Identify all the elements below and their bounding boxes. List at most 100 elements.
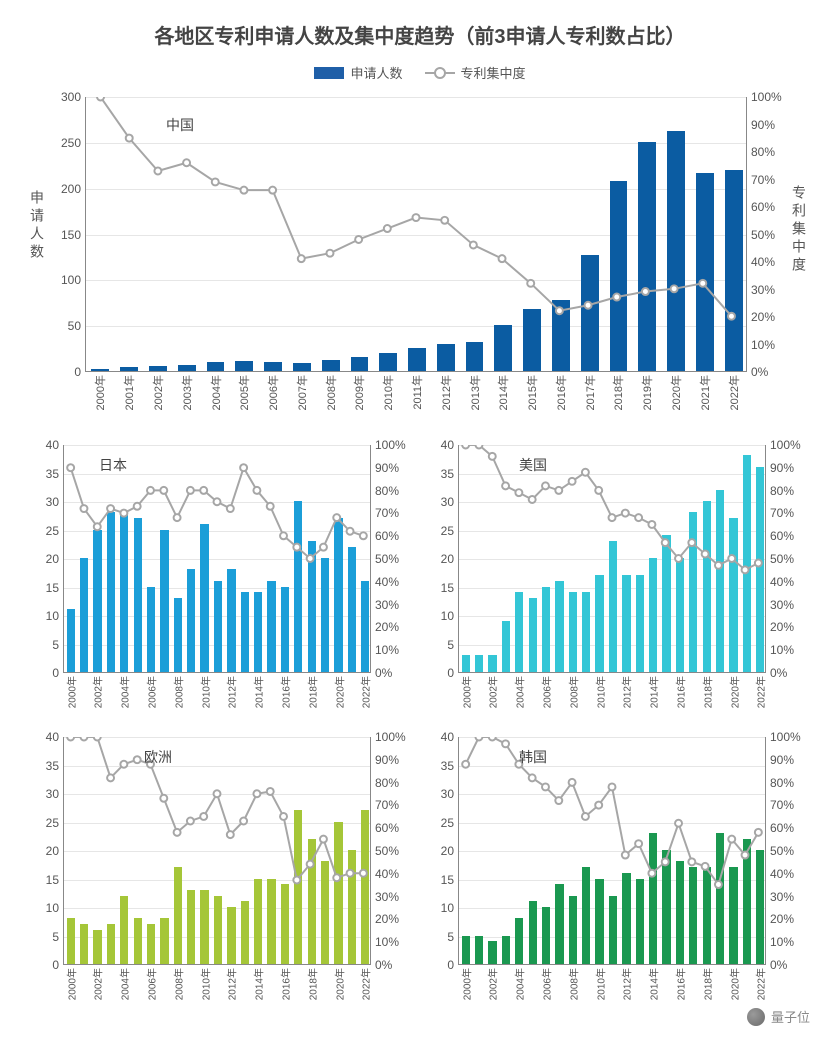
bar (178, 365, 196, 371)
bar (322, 360, 340, 371)
xtick: 2020年 (331, 968, 346, 1000)
bar (351, 357, 369, 371)
bar (227, 569, 235, 672)
small-charts-grid: 05101520253035400%10%20%30%40%50%60%70%8… (25, 437, 815, 1021)
xtick: 2010年 (592, 968, 607, 1000)
xtick: 2006年 (144, 676, 159, 708)
legend-bar-swatch (314, 67, 344, 79)
bar (523, 309, 541, 371)
ytick-left: 40 (46, 730, 59, 744)
ytick-left: 40 (441, 730, 454, 744)
ytick-right: 50% (375, 552, 399, 566)
xtick: 2022年 (358, 676, 373, 708)
bar (725, 170, 743, 371)
xtick: 2012年 (619, 968, 634, 1000)
plot-area: 05101520253035400%10%20%30%40%50%60%70%8… (63, 445, 371, 673)
bar (361, 810, 369, 964)
ytick-left: 35 (46, 759, 59, 773)
bar (756, 850, 764, 964)
ytick-right: 80% (375, 484, 399, 498)
legend-line-swatch (425, 67, 455, 79)
bar (187, 569, 195, 672)
ytick-right: 20% (375, 620, 399, 634)
ytick-right: 70% (770, 798, 794, 812)
bar (462, 655, 470, 672)
ytick-right: 0% (375, 958, 392, 972)
charts-container: 0501001502002503000%10%20%30%40%50%60%70… (25, 92, 815, 1021)
ytick-right: 90% (770, 753, 794, 767)
ytick-right: 80% (770, 484, 794, 498)
ytick-right: 90% (770, 461, 794, 475)
bar (334, 518, 342, 672)
bar (595, 575, 603, 672)
bar (174, 867, 182, 964)
bar (408, 348, 426, 371)
bar (689, 512, 697, 672)
bar (200, 524, 208, 672)
region-label: 美国 (519, 455, 547, 475)
bar (267, 581, 275, 672)
bar (120, 896, 128, 964)
xtick: 2014年 (646, 676, 661, 708)
bar (93, 530, 101, 673)
xtick: 2001年 (121, 375, 137, 410)
ytick-right: 100% (770, 438, 801, 452)
ytick-right: 70% (375, 798, 399, 812)
bar (120, 512, 128, 672)
xtick: 2022年 (753, 676, 768, 708)
ytick-right: 100% (770, 730, 801, 744)
xtick: 2020年 (726, 968, 741, 1000)
ytick-left: 0 (447, 666, 454, 680)
bar (703, 501, 711, 672)
ytick-right: 60% (375, 821, 399, 835)
ytick-left: 40 (441, 438, 454, 452)
bar (582, 592, 590, 672)
xtick: 2000年 (63, 676, 78, 708)
xtick: 2008年 (170, 968, 185, 1000)
bar (67, 918, 75, 964)
xtick: 2016年 (672, 676, 687, 708)
bar (235, 361, 253, 371)
bar (134, 518, 142, 672)
bar (214, 581, 222, 672)
ytick-left: 5 (447, 638, 454, 652)
ytick-left: 20 (441, 552, 454, 566)
bar (756, 467, 764, 672)
ytick-left: 0 (447, 958, 454, 972)
bar (334, 822, 342, 965)
ytick-left: 50 (68, 319, 81, 333)
bar (595, 879, 603, 965)
bar (582, 867, 590, 964)
bar (649, 558, 657, 672)
chart-title: 各地区专利申请人数及集中度趋势（前3申请人专利数占比） (25, 20, 815, 49)
ytick-left: 10 (441, 901, 454, 915)
bar (67, 609, 75, 672)
bar (308, 839, 316, 964)
bar (649, 833, 657, 964)
ytick-left: 20 (46, 552, 59, 566)
bar (676, 861, 684, 964)
ytick-right: 40% (375, 867, 399, 881)
watermark-icon (747, 1008, 765, 1026)
legend-bar-label: 申请人数 (350, 63, 402, 82)
xtick: 2012年 (438, 375, 454, 410)
page: 各地区专利申请人数及集中度趋势（前3申请人专利数占比） 申请人数 专利集中度 0… (0, 0, 840, 1021)
legend-line: 专利集中度 (425, 63, 526, 82)
bar (149, 366, 167, 371)
xtick: 2002年 (150, 375, 166, 410)
bar (134, 918, 142, 964)
ytick-left: 30 (441, 495, 454, 509)
bar (147, 587, 155, 673)
ytick-right: 40% (751, 255, 775, 269)
bar (293, 363, 311, 371)
ytick-right: 50% (770, 844, 794, 858)
ytick-right: 60% (375, 529, 399, 543)
xtick: 2017年 (582, 375, 598, 410)
xtick: 2016年 (277, 676, 292, 708)
xtick: 2004年 (117, 676, 132, 708)
ytick-right: 80% (751, 145, 775, 159)
bar (254, 879, 262, 965)
region-label: 中国 (166, 115, 194, 135)
bar (569, 592, 577, 672)
ytick-right: 100% (751, 90, 782, 104)
